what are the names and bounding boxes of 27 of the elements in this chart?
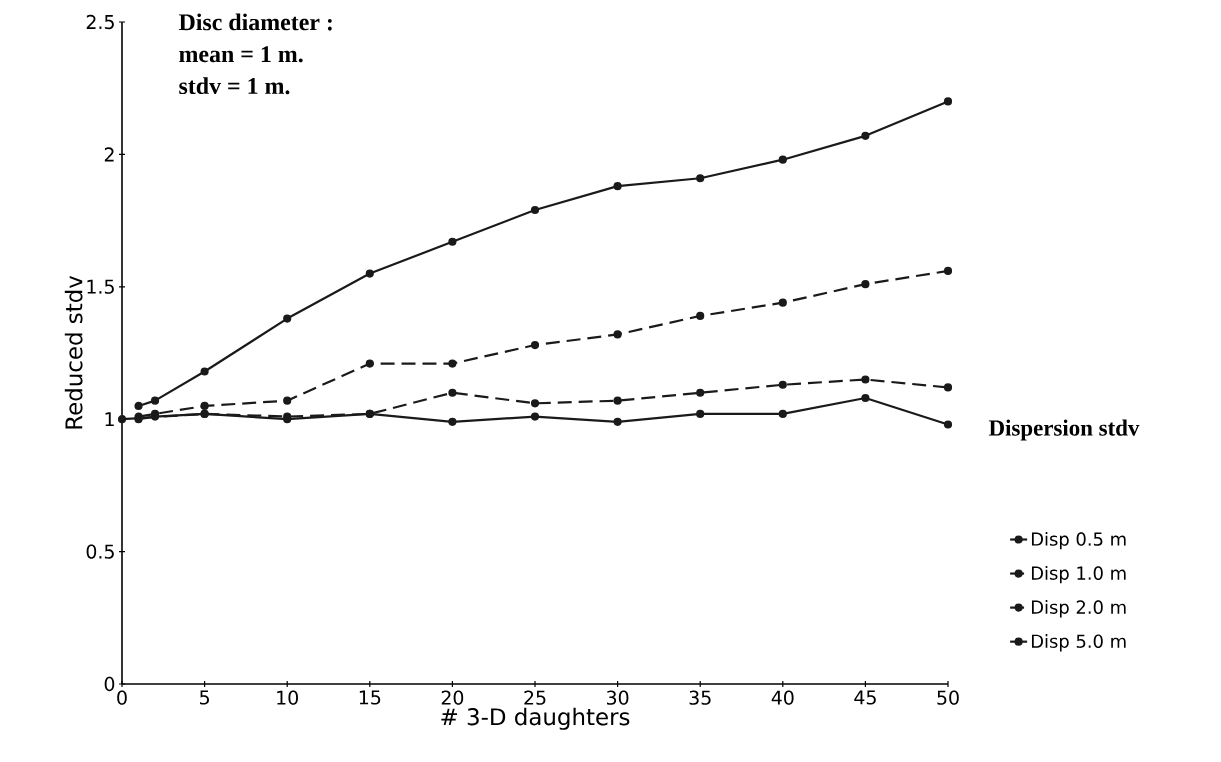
annotation: mean = 1 m. <box>179 46 303 63</box>
legend-label: Disp 2.0 m <box>1031 600 1126 618</box>
x-tick-label: 5 <box>200 690 209 705</box>
y-tick-label: 2 <box>104 147 114 162</box>
legend-label: Disp 1.0 m <box>1031 566 1126 584</box>
y-tick-label: 0 <box>104 676 115 692</box>
legend-label: Disp 5.0 m <box>1031 634 1126 652</box>
x-tick-label: 15 <box>359 690 381 705</box>
y-tick-label: 1 <box>105 412 114 427</box>
y-tick-label: 1.5 <box>87 279 114 294</box>
x-tick-label: 20 <box>441 690 464 705</box>
x-tick-label: 45 <box>854 690 876 705</box>
x-tick-label: 10 <box>277 690 298 705</box>
annotation: stdv = 1 m. <box>179 77 290 95</box>
x-tick-label: 40 <box>771 690 794 705</box>
x-tick-label: 50 <box>937 690 959 705</box>
y-tick-label: 0.5 <box>86 544 114 559</box>
x-tick-label: 0 <box>117 690 127 705</box>
x-tick-label: 25 <box>524 690 546 705</box>
y-axis-title: Reduced stdv <box>64 275 83 429</box>
x-axis-title: # 3-D daughters <box>441 707 630 730</box>
x-tick-label: 30 <box>607 690 629 705</box>
legend-title: Dispersion stdv <box>988 419 1140 441</box>
legend-label: Disp 0.5 m <box>1031 531 1126 550</box>
y-tick-label: 2.5 <box>86 14 114 30</box>
annotation: Disc diameter : <box>178 13 332 31</box>
x-tick-label: 35 <box>689 690 711 705</box>
